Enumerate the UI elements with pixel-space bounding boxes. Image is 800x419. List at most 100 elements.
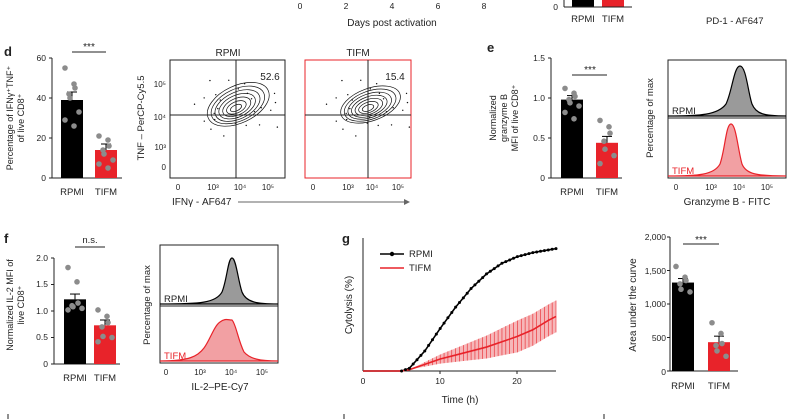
contour-rpmi-event — [253, 110, 256, 113]
e-bar-point — [611, 152, 617, 159]
f-bar-point — [65, 307, 71, 313]
e-bar-point — [602, 146, 608, 152]
e-bar-point — [572, 93, 578, 100]
top-days-tick-1: 2 — [344, 1, 349, 11]
panel-g-bar-chart: Area under the curve 0 500 1,000 1,500 2… — [628, 232, 738, 392]
g-bar-bar-rpmi — [672, 282, 694, 371]
e-hist-curve-rpmi — [667, 65, 787, 117]
d-flow-xt-0-b: 0 — [311, 183, 316, 192]
d-flow-contours-tifm — [325, 79, 411, 137]
d-cat-tifm: TIFM — [95, 187, 117, 198]
top-ytick-0: 0 — [553, 2, 558, 12]
f-hist-xt-105: 10⁵ — [256, 368, 268, 377]
g-bar-point — [719, 340, 725, 347]
d-flow-xt-104-b: 10⁴ — [366, 183, 379, 192]
g-line-rpmi-point — [477, 279, 481, 283]
contour-tifm-event — [385, 110, 388, 113]
contour-rpmi-event — [213, 112, 215, 115]
contour-tifm-level — [358, 101, 379, 114]
contour-tifm-event — [405, 92, 408, 95]
g-line-rpmi-point — [488, 269, 492, 273]
panel-f-bar-chart: Normalized IL-2 MFI of live CD8⁺ 0 0.5 1… — [5, 235, 120, 384]
f-bar-ylabel-line2: live CD8⁺ — [16, 285, 26, 324]
d-flow-xt-105-b: 10⁵ — [392, 183, 404, 192]
g-cat-rpmi: RPMI — [671, 381, 695, 392]
contour-rpmi-level — [222, 96, 252, 117]
d-bar-point — [72, 85, 78, 91]
e-hist-curve-tifm — [667, 123, 787, 177]
g-line-xt-20: 20 — [512, 376, 522, 386]
d-flow-xt-0-a: 0 — [176, 183, 181, 192]
e-bar-point — [607, 130, 613, 136]
f-bar-point — [70, 303, 76, 310]
g-line-ylabel: Cytolysis (%) — [344, 276, 355, 334]
g-line-rpmi-point — [500, 261, 504, 265]
contour-rpmi-level — [226, 100, 247, 115]
d-flow-xt-105-a: 10⁵ — [262, 183, 274, 192]
contour-rpmi-level — [218, 93, 256, 120]
g-line-rpmi-point — [434, 332, 438, 336]
g-line-rpmi-point — [523, 253, 527, 257]
g-line-rpmi-point — [485, 272, 489, 276]
g-line-rpmi-point — [550, 247, 554, 251]
g-ytick-500: 500 — [652, 333, 666, 343]
g-bar-point — [723, 353, 729, 360]
e-bar-point — [601, 138, 607, 144]
contour-tifm-event — [345, 112, 347, 115]
top-strip: 0 2 4 6 8 Days post activation 0 RPMI TI… — [298, 0, 764, 29]
f-ytick-0: 0 — [43, 359, 48, 369]
g-bar-point — [713, 342, 719, 349]
g-line-rpmi-point — [515, 255, 519, 259]
d-bar-point — [96, 161, 102, 167]
contour-rpmi-level — [214, 89, 261, 122]
f-bar-bar-rpmi — [64, 299, 86, 364]
g-line-rpmi-point — [446, 316, 450, 320]
panel-g-line-chart: Cytolysis (%) 0 10 20 Time (h) RPMI TIFM — [344, 238, 558, 406]
d-cat-rpmi: RPMI — [60, 187, 84, 198]
contour-tifm-event — [377, 124, 379, 127]
g-line-rpmi-point — [430, 338, 434, 342]
contour-rpmi-event — [223, 135, 225, 137]
contour-tifm-event — [402, 109, 404, 111]
g-line-rpmi-point — [539, 249, 543, 253]
contour-rpmi-event — [210, 128, 212, 130]
contour-tifm-event — [325, 103, 328, 105]
f-cat-tifm: TIFM — [94, 373, 116, 384]
d-bar-point — [110, 157, 116, 163]
g-line-rpmi-point — [492, 267, 496, 271]
d-flow-percent-rpmi: 52.6 — [260, 72, 280, 83]
f-ytick-15: 1.5 — [36, 279, 48, 289]
f-bar-point — [79, 305, 85, 312]
g-line-rpmi-point — [504, 260, 508, 264]
d-ytick-20: 20 — [37, 133, 47, 143]
g-line-rpmi-point — [442, 321, 446, 325]
e-ytick-05: 0.5 — [533, 133, 545, 143]
g-ytick-1500: 1,500 — [645, 266, 667, 276]
panel-label-d: d — [4, 44, 12, 59]
contour-tifm-level — [347, 91, 392, 120]
contour-rpmi-event — [245, 124, 247, 127]
g-line-xt-10: 10 — [435, 376, 445, 386]
e-cat-rpmi: RPMI — [560, 187, 584, 198]
d-bar-point — [105, 137, 111, 143]
g-line-rpmi-point — [481, 276, 485, 280]
f-bar-point — [74, 279, 80, 285]
f-hist-xt-104: 10⁴ — [225, 368, 238, 377]
d-flow-contours-rpmi — [193, 79, 279, 137]
d-flow-xt-103-b: 10³ — [342, 183, 354, 192]
f-bar-point — [75, 300, 81, 306]
contour-rpmi-level — [230, 103, 242, 113]
contour-tifm-event — [347, 94, 349, 96]
panel-d-flow: TNF – PerCP-Cy5.5 10⁵ 10⁴ 10³ 0 RPMI 52.… — [136, 48, 412, 208]
top-days-tick-3: 6 — [436, 1, 441, 11]
e-hist-xt-103: 10³ — [705, 183, 717, 192]
contour-tifm-level — [343, 88, 397, 122]
contour-tifm-event — [351, 99, 353, 101]
g-line-rpmi-point — [400, 369, 404, 373]
e-bar-point — [597, 160, 603, 167]
panel-label-g: g — [342, 231, 350, 246]
contour-rpmi-event — [209, 79, 211, 82]
f-hist-ylabel: Percentage of max — [142, 265, 153, 345]
contour-tifm-event — [360, 79, 362, 82]
f-cat-rpmi: RPMI — [63, 373, 87, 384]
